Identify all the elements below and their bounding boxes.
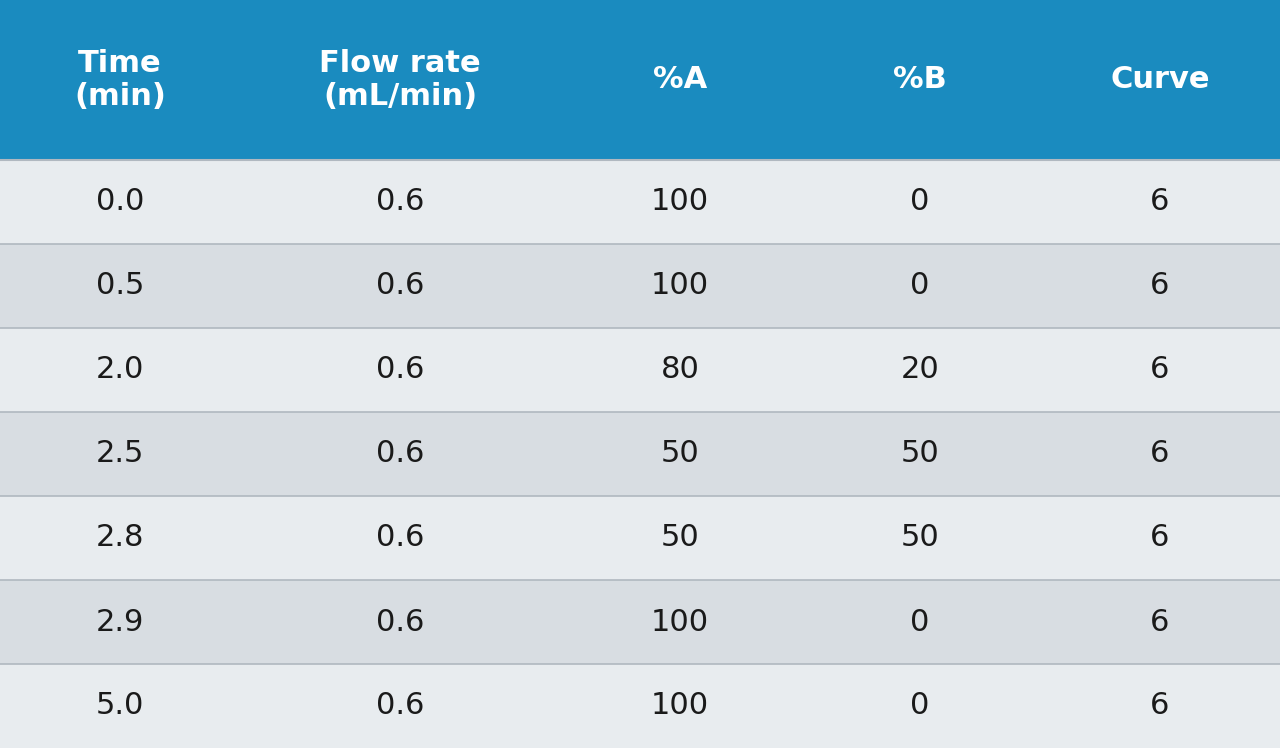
Text: 6: 6 [1151, 188, 1170, 216]
FancyBboxPatch shape [1041, 412, 1280, 496]
FancyBboxPatch shape [0, 580, 241, 664]
Text: 2.8: 2.8 [96, 524, 145, 553]
Text: 0.0: 0.0 [96, 188, 145, 216]
FancyBboxPatch shape [241, 580, 561, 664]
FancyBboxPatch shape [800, 160, 1039, 244]
FancyBboxPatch shape [1041, 244, 1280, 328]
FancyBboxPatch shape [561, 412, 800, 496]
Text: 6: 6 [1151, 607, 1170, 637]
FancyBboxPatch shape [561, 328, 800, 412]
FancyBboxPatch shape [241, 160, 561, 244]
FancyBboxPatch shape [800, 496, 1039, 580]
Text: Flow rate
(mL/min): Flow rate (mL/min) [319, 49, 481, 111]
FancyBboxPatch shape [241, 244, 561, 328]
FancyBboxPatch shape [241, 412, 561, 496]
FancyBboxPatch shape [561, 0, 800, 160]
Text: 0: 0 [910, 691, 929, 720]
Text: 100: 100 [652, 188, 709, 216]
FancyBboxPatch shape [561, 496, 800, 580]
Text: %A: %A [653, 66, 707, 94]
Text: 0.6: 0.6 [376, 355, 424, 384]
FancyBboxPatch shape [0, 160, 241, 244]
FancyBboxPatch shape [561, 664, 800, 748]
Text: 100: 100 [652, 691, 709, 720]
Text: 6: 6 [1151, 524, 1170, 553]
Text: 6: 6 [1151, 691, 1170, 720]
FancyBboxPatch shape [241, 0, 561, 160]
FancyBboxPatch shape [241, 664, 561, 748]
FancyBboxPatch shape [0, 0, 241, 160]
Text: 0.6: 0.6 [376, 188, 424, 216]
FancyBboxPatch shape [561, 160, 800, 244]
Text: 2.5: 2.5 [96, 440, 145, 468]
FancyBboxPatch shape [800, 0, 1039, 160]
Text: 50: 50 [901, 524, 940, 553]
FancyBboxPatch shape [800, 580, 1039, 664]
Text: 50: 50 [660, 440, 699, 468]
FancyBboxPatch shape [800, 664, 1039, 748]
FancyBboxPatch shape [0, 328, 241, 412]
Text: 50: 50 [660, 524, 699, 553]
FancyBboxPatch shape [561, 244, 800, 328]
FancyBboxPatch shape [1041, 496, 1280, 580]
Text: 0: 0 [910, 272, 929, 301]
FancyBboxPatch shape [0, 496, 241, 580]
Text: 6: 6 [1151, 272, 1170, 301]
Text: 0.6: 0.6 [376, 607, 424, 637]
Text: 100: 100 [652, 272, 709, 301]
FancyBboxPatch shape [241, 496, 561, 580]
Text: 0.6: 0.6 [376, 440, 424, 468]
FancyBboxPatch shape [0, 664, 241, 748]
Text: 2.0: 2.0 [96, 355, 145, 384]
Text: 0.6: 0.6 [376, 524, 424, 553]
Text: Curve: Curve [1110, 66, 1210, 94]
Text: 0.5: 0.5 [96, 272, 145, 301]
FancyBboxPatch shape [800, 244, 1039, 328]
FancyBboxPatch shape [0, 244, 241, 328]
FancyBboxPatch shape [561, 580, 800, 664]
Text: 5.0: 5.0 [96, 691, 145, 720]
Text: 6: 6 [1151, 440, 1170, 468]
FancyBboxPatch shape [1041, 160, 1280, 244]
FancyBboxPatch shape [800, 328, 1039, 412]
Text: %B: %B [893, 66, 947, 94]
FancyBboxPatch shape [241, 328, 561, 412]
Text: 6: 6 [1151, 355, 1170, 384]
FancyBboxPatch shape [1041, 580, 1280, 664]
FancyBboxPatch shape [1041, 0, 1280, 160]
Text: 20: 20 [901, 355, 940, 384]
Text: 50: 50 [901, 440, 940, 468]
Text: 80: 80 [660, 355, 699, 384]
Text: 0.6: 0.6 [376, 272, 424, 301]
FancyBboxPatch shape [800, 412, 1039, 496]
Text: 0: 0 [910, 607, 929, 637]
FancyBboxPatch shape [1041, 328, 1280, 412]
Text: 0: 0 [910, 188, 929, 216]
Text: Time
(min): Time (min) [74, 49, 166, 111]
FancyBboxPatch shape [0, 412, 241, 496]
Text: 0.6: 0.6 [376, 691, 424, 720]
FancyBboxPatch shape [1041, 664, 1280, 748]
Text: 100: 100 [652, 607, 709, 637]
Text: 2.9: 2.9 [96, 607, 145, 637]
